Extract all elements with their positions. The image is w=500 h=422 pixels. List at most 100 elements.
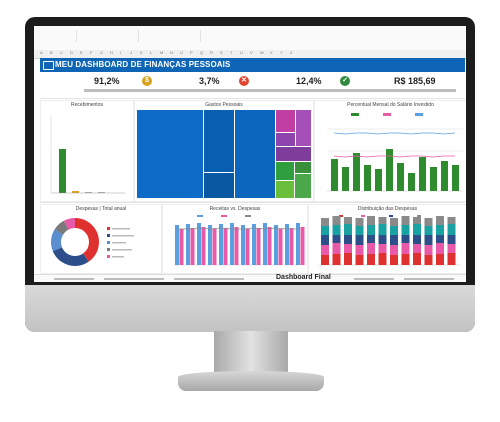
despesas-total-panel: Despesas | Total anual bbox=[40, 204, 162, 274]
stacked-segment bbox=[321, 255, 329, 265]
bar bbox=[252, 224, 256, 265]
kpi-card: 3,7% ✕ bbox=[189, 76, 299, 96]
stacked-segment bbox=[367, 235, 375, 243]
stacked-segment bbox=[447, 224, 456, 235]
stacked-segment bbox=[344, 235, 352, 244]
bar bbox=[245, 229, 250, 265]
bar bbox=[296, 223, 300, 265]
bar bbox=[190, 228, 195, 265]
stacked-segment bbox=[413, 253, 421, 265]
stacked-segment bbox=[447, 244, 456, 253]
stacked-segment bbox=[413, 224, 421, 235]
bar bbox=[263, 223, 267, 265]
stacked-segment bbox=[378, 217, 387, 224]
stacked-segment bbox=[436, 254, 444, 265]
treemap-block bbox=[204, 110, 234, 172]
bar bbox=[230, 223, 234, 265]
bar bbox=[285, 224, 289, 265]
monitor-stand-neck bbox=[214, 331, 288, 373]
stacked-segment bbox=[390, 245, 398, 255]
dashboard-title: MEU DASHBOARD DE FINANÇAS PESSOAIS bbox=[55, 60, 231, 69]
bar bbox=[212, 229, 217, 265]
stacked-segment bbox=[378, 235, 387, 244]
kpi-value: 3,7% bbox=[199, 76, 220, 86]
bar bbox=[219, 224, 223, 265]
stacked-segment bbox=[447, 235, 456, 244]
stacked-segment bbox=[436, 225, 444, 235]
kpi-caption bbox=[286, 89, 396, 92]
bar bbox=[256, 228, 261, 265]
treemap-block bbox=[137, 110, 203, 198]
x-icon: ✕ bbox=[239, 76, 249, 86]
treemap-block bbox=[235, 110, 275, 198]
panel-title: Gastos Pessoais bbox=[205, 102, 243, 108]
bar bbox=[223, 228, 228, 265]
stacked-segment bbox=[367, 216, 375, 225]
kpi-caption bbox=[189, 89, 299, 92]
stacked-segment bbox=[355, 245, 364, 255]
stacked-segment bbox=[378, 253, 387, 265]
stacked-segment bbox=[436, 235, 444, 243]
bar bbox=[201, 227, 206, 265]
distribuicao-panel: Distribuição das Despesas bbox=[308, 204, 466, 274]
treemap-block bbox=[276, 162, 294, 180]
kpi-card: 91,2% $ bbox=[84, 76, 194, 96]
divider bbox=[40, 202, 465, 203]
stacked-segment bbox=[424, 218, 433, 226]
stacked-segment bbox=[355, 235, 364, 245]
bar bbox=[300, 227, 305, 265]
stacked-segment bbox=[332, 243, 341, 254]
bar bbox=[274, 225, 278, 265]
formula-cell[interactable] bbox=[140, 30, 201, 42]
panel-title: Despesas | Total anual bbox=[75, 206, 127, 212]
bar bbox=[208, 225, 212, 265]
bar bbox=[289, 228, 294, 265]
stacked-segment bbox=[321, 218, 329, 226]
kpi-value: 12,4% bbox=[296, 76, 322, 86]
bar bbox=[197, 223, 201, 265]
bar bbox=[186, 224, 190, 265]
stacked-segment bbox=[378, 244, 387, 253]
name-box[interactable] bbox=[36, 30, 77, 42]
stacked-segment bbox=[401, 235, 410, 243]
sheet-tabs-bar: Dashboard Final bbox=[34, 274, 466, 282]
stacked-segment bbox=[321, 245, 329, 255]
treemap-block bbox=[276, 181, 294, 198]
gastos-panel: Gastos Pessoais bbox=[134, 100, 314, 202]
stacked-segment bbox=[401, 254, 410, 265]
dashboard-header: MEU DASHBOARD DE FINANÇAS PESSOAIS bbox=[40, 58, 465, 72]
stacked-segment bbox=[355, 218, 364, 226]
stacked-segment bbox=[390, 255, 398, 265]
kpi-card: R$ 185,69 bbox=[386, 76, 466, 96]
kpi-value: R$ 185,69 bbox=[394, 76, 436, 86]
treemap-block bbox=[295, 162, 311, 173]
panel-title: Receitas vs. Despesas bbox=[209, 206, 261, 212]
monitor-chin bbox=[25, 285, 475, 332]
panel-title: Distribuição das Despesas bbox=[357, 206, 418, 212]
stacked-segment bbox=[332, 235, 341, 243]
treemap-block bbox=[276, 147, 311, 161]
treemap-block bbox=[204, 173, 234, 198]
stacked-segment bbox=[367, 225, 375, 235]
bar bbox=[175, 225, 179, 265]
spreadsheet-top-rows bbox=[34, 26, 466, 51]
bar bbox=[241, 225, 245, 265]
formula-cell[interactable] bbox=[78, 30, 139, 42]
stacked-segment bbox=[390, 235, 398, 245]
stacked-segment bbox=[378, 224, 387, 235]
kpi-caption bbox=[386, 89, 456, 92]
treemap-block bbox=[295, 174, 311, 198]
stacked-segment bbox=[367, 254, 375, 265]
sheet-tab-dashboard[interactable]: Dashboard Final bbox=[276, 274, 331, 281]
receitas-vs-despesas-panel: Receitas vs. Despesas bbox=[162, 204, 308, 274]
kpi-caption bbox=[84, 89, 194, 92]
stacked-segment bbox=[447, 253, 456, 265]
stacked-segment bbox=[332, 254, 341, 265]
stacked-segment bbox=[367, 243, 375, 254]
stacked-segment bbox=[424, 245, 433, 255]
stacked-segment bbox=[401, 225, 410, 235]
stacked-segment bbox=[390, 226, 398, 235]
stacked-segment bbox=[413, 244, 421, 253]
